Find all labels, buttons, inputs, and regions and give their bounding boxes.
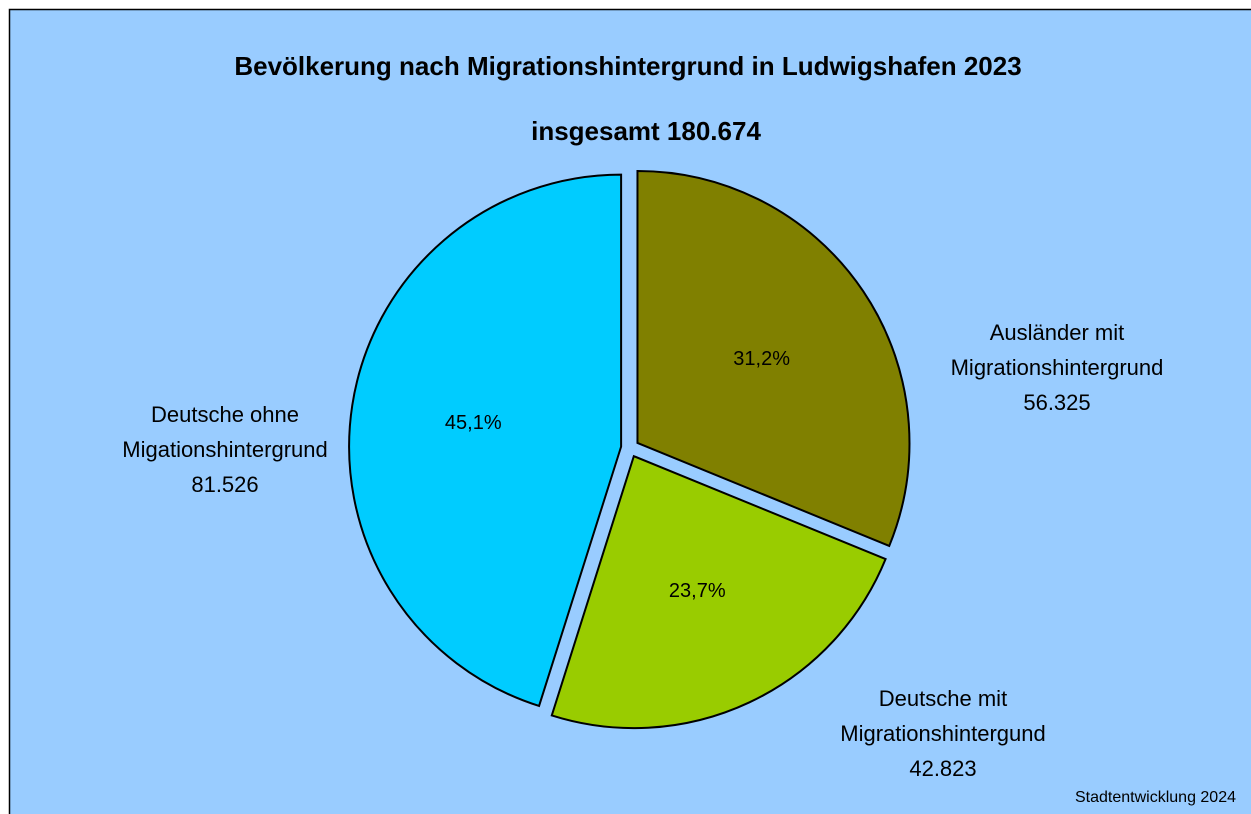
slice-name: Migrationshintergund (840, 721, 1045, 746)
slice-name: Deutsche ohne (151, 402, 299, 427)
pie-slice (348, 173, 623, 708)
chart-subtitle: insgesamt 180.674 (531, 116, 761, 146)
source: Stadtentwicklung 2024 (1075, 789, 1236, 806)
slice-name: Deutsche mit (879, 686, 1007, 711)
slice-name: Migrationshintergrund (951, 355, 1164, 380)
pie-slice (550, 454, 887, 730)
pie-slice (636, 169, 911, 548)
value-label: 56.325 (1023, 390, 1090, 415)
percentage-label: 31,2% (733, 348, 790, 370)
percentage-label: 45,1% (445, 412, 502, 434)
slice-name: Migationshintergrund (122, 437, 327, 462)
chart-title: Bevölkerung nach Migrationshintergrund i… (234, 51, 1021, 81)
value-label: 42.823 (909, 756, 976, 781)
slice-name: Ausländer mit (990, 320, 1125, 345)
value-label: 81.526 (191, 472, 258, 497)
percentage-label: 23,7% (669, 580, 726, 602)
